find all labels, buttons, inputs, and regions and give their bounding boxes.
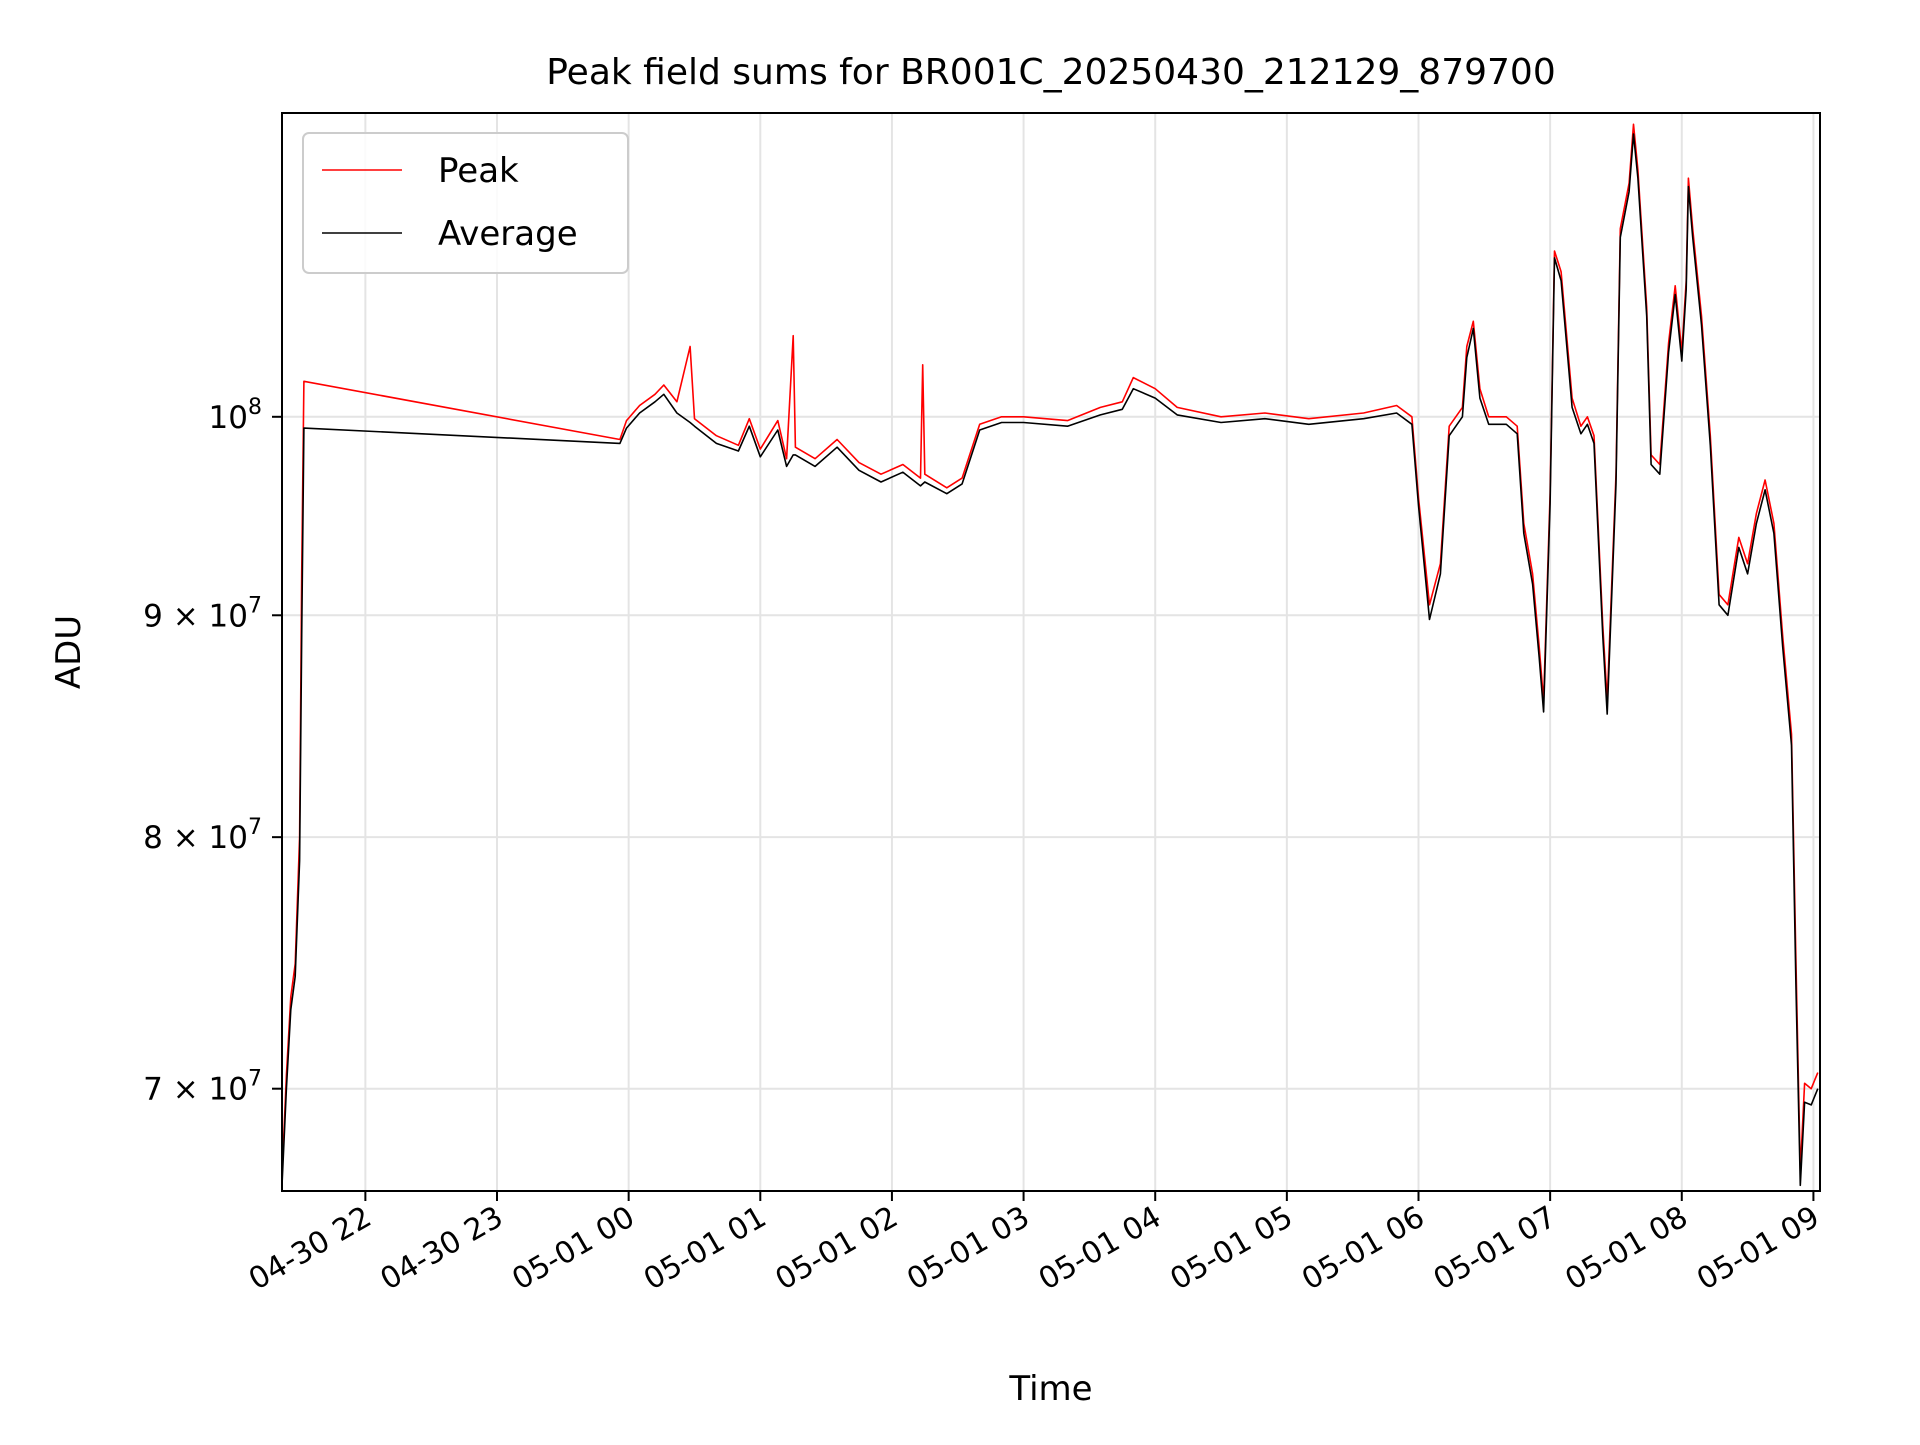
plot-area xyxy=(282,113,1820,1191)
legend-box xyxy=(302,132,629,274)
y-tick-label: 9 × 107 xyxy=(143,593,262,634)
series-group xyxy=(281,123,1819,1187)
y-tick-label: 8 × 107 xyxy=(143,815,262,856)
legend-label-average: Average xyxy=(438,214,578,254)
x-axis-label: Time xyxy=(1008,1369,1092,1409)
series-line-average xyxy=(281,133,1819,1187)
y-tick-label: 7 × 107 xyxy=(143,1067,262,1108)
chart-title: Peak field sums for BR001C_20250430_2121… xyxy=(546,52,1555,93)
y-axis-label: ADU xyxy=(49,615,89,689)
grid xyxy=(282,113,1820,1191)
legend: Peak Average xyxy=(302,132,629,274)
legend-label-peak: Peak xyxy=(438,151,519,191)
plot-frame xyxy=(281,112,1821,1192)
